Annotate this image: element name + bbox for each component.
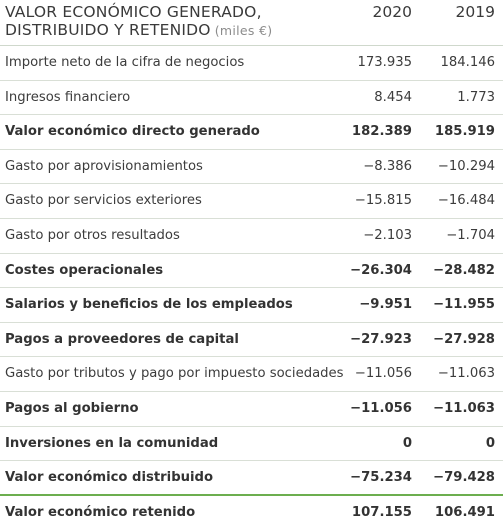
- row-value-2019: 185.919: [434, 124, 495, 140]
- row-value-2019: −16.484: [437, 193, 495, 209]
- row-value-2020: −9.951: [359, 297, 412, 313]
- table-row-total: Valor económico retenido 107.155 106.491: [0, 496, 503, 530]
- row-label: Inversiones en la comunidad: [5, 435, 219, 451]
- table-body: Importe neto de la cifra de negocios 173…: [0, 46, 503, 530]
- row-value-2019: −11.063: [437, 366, 495, 382]
- row-label: Pagos a proveedores de capital: [5, 331, 239, 347]
- row-value-2019: 106.491: [434, 504, 495, 520]
- row-value-2020: 173.935: [357, 55, 412, 70]
- row-value-2020: −11.056: [350, 400, 412, 416]
- unit-label: (miles €): [214, 23, 273, 38]
- row-label: Valor económico retenido: [5, 504, 196, 520]
- table-row-total: Salarios y beneficios de los empleados −…: [0, 288, 503, 323]
- row-value-2019: −11.955: [433, 297, 495, 313]
- row-value-2020: 107.155: [351, 504, 412, 520]
- row-value-2019: −79.428: [433, 470, 495, 486]
- row-label: Gasto por tributos y pago por impuesto s…: [5, 366, 344, 382]
- row-value-2020: −75.234: [350, 470, 412, 486]
- row-value-2020: 8.454: [374, 89, 412, 105]
- row-value-2020: −2.103: [363, 227, 412, 243]
- title-line-2: DISTRIBUIDO Y RETENIDO: [5, 21, 211, 39]
- table-row: Importe neto de la cifra de negocios 173…: [0, 46, 503, 81]
- row-label: Costes operacionales: [5, 262, 164, 278]
- column-header-2019: 2019: [455, 3, 495, 21]
- row-value-2020: −26.304: [350, 262, 412, 278]
- table-row-total: Costes operacionales −26.304 −28.482: [0, 254, 503, 289]
- table-row: Gasto por tributos y pago por impuesto s…: [0, 357, 503, 392]
- row-value-2019: −11.063: [433, 400, 495, 416]
- table-row-total: Valor económico distribuido −75.234 −79.…: [0, 461, 503, 496]
- table-row-total: Valor económico directo generado 182.389…: [0, 115, 503, 150]
- row-value-2019: −10.294: [437, 158, 495, 174]
- row-value-2020: −15.815: [354, 193, 412, 209]
- row-label: Valor económico distribuido: [5, 470, 214, 486]
- table-row: Gasto por aprovisionamientos −8.386 −10.…: [0, 150, 503, 185]
- row-value-2019: −27.928: [433, 331, 495, 347]
- row-value-2019: −1.704: [446, 227, 495, 243]
- column-header-2020: 2020: [372, 3, 412, 21]
- row-value-2019: 1.773: [457, 89, 495, 105]
- row-value-2020: 182.389: [351, 124, 412, 140]
- row-label: Valor económico directo generado: [5, 124, 260, 140]
- table-header: VALOR ECONÓMICO GENERADO, DISTRIBUIDO Y …: [0, 0, 503, 46]
- table-title: VALOR ECONÓMICO GENERADO, DISTRIBUIDO Y …: [5, 3, 325, 40]
- row-value-2019: 0: [485, 435, 495, 451]
- row-label: Salarios y beneficios de los empleados: [5, 297, 293, 313]
- table-row: Gasto por otros resultados −2.103 −1.704: [0, 219, 503, 254]
- row-value-2020: −27.923: [350, 331, 412, 347]
- row-value-2020: −8.386: [363, 158, 412, 174]
- row-label: Pagos al gobierno: [5, 400, 139, 416]
- row-value-2020: 0: [402, 435, 412, 451]
- title-line-1: VALOR ECONÓMICO GENERADO,: [5, 3, 262, 21]
- row-value-2019: −28.482: [433, 262, 495, 278]
- row-label: Ingresos financiero: [5, 89, 131, 105]
- table-row: Gasto por servicios exteriores −15.815 −…: [0, 184, 503, 219]
- row-label: Importe neto de la cifra de negocios: [5, 55, 245, 70]
- table-row-total: Inversiones en la comunidad 0 0: [0, 427, 503, 462]
- row-label: Gasto por servicios exteriores: [5, 193, 202, 209]
- row-value-2020: −11.056: [354, 366, 412, 382]
- row-label: Gasto por aprovisionamientos: [5, 158, 203, 174]
- table-row: Ingresos financiero 8.454 1.773: [0, 81, 503, 116]
- row-label: Gasto por otros resultados: [5, 227, 180, 243]
- table-row-total: Pagos a proveedores de capital −27.923 −…: [0, 323, 503, 358]
- row-value-2019: 184.146: [440, 55, 495, 70]
- table-row-total: Pagos al gobierno −11.056 −11.063: [0, 392, 503, 427]
